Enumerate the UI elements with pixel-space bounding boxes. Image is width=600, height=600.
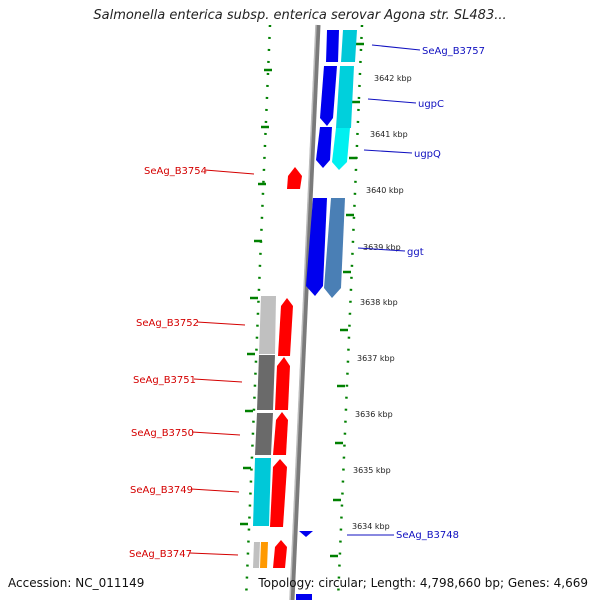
gene-block-blue-bottom	[296, 594, 312, 600]
gene-block-grey-dark	[257, 355, 275, 410]
gene-leader-line	[193, 378, 243, 383]
gene-label: SeAg_B3750	[131, 428, 194, 439]
gene-arrow-red	[270, 459, 287, 527]
gene-arrow-blue-ggt	[306, 198, 327, 296]
kbp-label: 3636 kbp	[355, 410, 393, 419]
gene-leader-line	[367, 98, 417, 104]
major-ticks	[240, 42, 364, 558]
kbp-label: 3635 kbp	[353, 466, 391, 475]
gene-block-blue	[326, 30, 339, 62]
gene-leader-line	[371, 44, 421, 51]
gene-leader-line	[363, 149, 413, 154]
gene-arrow-blue	[320, 66, 337, 126]
gene-block-cyan	[336, 66, 354, 128]
gene-block-cyan-left	[253, 458, 271, 526]
kbp-label: 3642 kbp	[374, 74, 412, 83]
gene-leader-line	[190, 488, 240, 493]
gene-arrow-red	[273, 412, 288, 455]
gene-label: SeAg_B3748	[396, 530, 459, 541]
gene-arrow-steelblue	[324, 198, 345, 298]
gene-label: SeAg_B3752	[136, 318, 199, 329]
reverse-strand-genes	[296, 30, 357, 600]
genome-backbone	[289, 24, 321, 600]
gene-label: SeAg_B3751	[133, 375, 196, 386]
right-gene-labels: SeAg_B3757 ugpC ugpQ ggt SeAg_B3748	[347, 44, 485, 541]
gene-leader-line	[191, 431, 241, 436]
gene-leader-line	[357, 247, 406, 252]
gene-arrow-red	[275, 357, 290, 410]
gene-block-grey-light	[259, 296, 276, 354]
gene-leader-line	[196, 321, 246, 326]
map-title: Salmonella enterica subsp. enterica sero…	[93, 8, 507, 23]
gene-label: SeAg_B3747	[129, 549, 192, 560]
gene-label: SeAg_B3749	[130, 485, 193, 496]
left-gene-labels: SeAg_B3754 SeAg_B3752 SeAg_B3751 SeAg_B3…	[129, 166, 255, 560]
gene-block-grey-dark	[255, 413, 273, 455]
genome-stats-text: Topology: circular; Length: 4,798,660 bp…	[258, 576, 588, 590]
gene-arrow-cyan	[332, 128, 350, 170]
kbp-label: 3634 kbp	[352, 522, 390, 531]
gene-label: ggt	[407, 247, 424, 258]
gene-arrow-red	[273, 540, 287, 568]
gene-label: SeAg_B3757	[422, 46, 485, 57]
gene-label: ugpC	[418, 99, 444, 110]
kbp-label: 3637 kbp	[357, 354, 395, 363]
kbp-label: 3639 kbp	[363, 243, 401, 252]
gene-arrow-red-b3754	[287, 167, 302, 189]
gene-block-grey-small	[253, 542, 260, 568]
genome-backbone-highlight	[289, 24, 317, 600]
gene-arrow-blue	[316, 127, 332, 168]
forward-strand-genes	[253, 167, 302, 568]
gene-block-orange	[260, 542, 268, 568]
gene-label: ugpQ	[414, 149, 441, 160]
small-gene-arrow	[299, 531, 313, 537]
kbp-label: 3640 kbp	[366, 186, 404, 195]
kbp-label: 3638 kbp	[360, 298, 398, 307]
kbp-label: 3641 kbp	[370, 130, 408, 139]
gene-arrow-red	[278, 298, 293, 356]
gene-leader-line	[189, 552, 239, 556]
gene-leader-line	[204, 169, 255, 175]
accession-text: Accession: NC_011149	[8, 576, 145, 590]
gene-label: SeAg_B3754	[144, 166, 207, 177]
gene-block-cyan	[341, 30, 357, 62]
kbp-scale: 3642 kbp 3641 kbp 3640 kbp 3639 kbp 3638…	[352, 74, 412, 531]
